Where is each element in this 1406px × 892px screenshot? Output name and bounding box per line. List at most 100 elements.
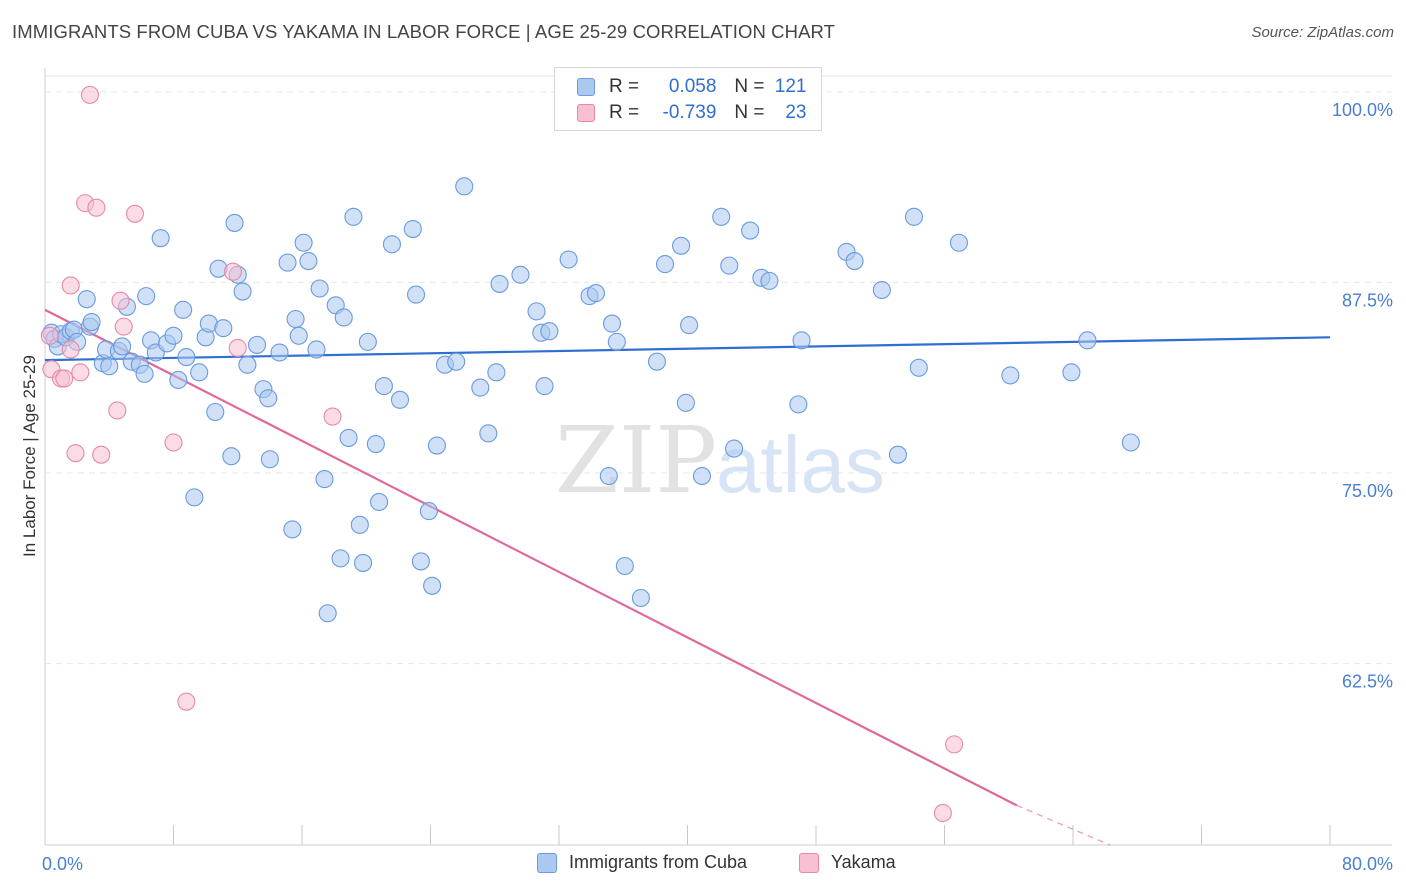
legend-n-value-cuba: 121 [774, 76, 807, 97]
yakama-point [323, 407, 342, 426]
cuba-point [1062, 363, 1081, 382]
cuba-point [259, 389, 278, 408]
y-tick-label: 87.5% [1342, 290, 1393, 310]
cuba-point [423, 576, 442, 595]
cuba-point [390, 390, 410, 409]
cuba-point [471, 378, 490, 397]
x-tick-label: 0.0% [42, 854, 83, 874]
cuba-point [382, 235, 402, 254]
cuba-point [888, 445, 907, 464]
cuba-point [310, 279, 329, 298]
cuba-point [607, 332, 626, 351]
watermark-atlas: atlas [716, 420, 885, 509]
yakama-point [223, 262, 242, 281]
yakama-point [164, 433, 183, 452]
correlation-legend: R = 0.058 N = 121 R = -0.739 N = 23 [554, 67, 822, 131]
cuba-point [1121, 433, 1140, 452]
cuba-point [559, 250, 578, 269]
cuba-point [185, 488, 204, 507]
cuba-point [599, 466, 618, 486]
legend-r-label: R = [609, 102, 640, 123]
yakama-point [55, 369, 74, 388]
cuba-point [82, 312, 101, 332]
legend-r-value-cuba: 0.058 [668, 76, 717, 97]
yakama-point [61, 340, 80, 359]
cuba-point [307, 340, 326, 359]
yakama-point [125, 204, 144, 223]
axis-ticks: 62.5% 75.0% 87.5% 100.0% 0.0% 80.0% [42, 100, 1393, 874]
cuba-point [479, 424, 498, 443]
cuba-point [135, 364, 154, 383]
cuba-point [374, 377, 393, 396]
y-axis-label: In Labor Force | Age 25-29 [20, 355, 39, 557]
cuba-point [789, 395, 808, 414]
cuba-point [350, 515, 369, 534]
y-tick-label: 62.5% [1342, 672, 1393, 692]
yakama-point [66, 444, 85, 463]
y-tick-label: 100.0% [1332, 100, 1393, 120]
series-name-yakama: Yakama [831, 852, 896, 872]
cuba-point [100, 357, 119, 376]
yakama-point [945, 735, 964, 754]
cuba-point [792, 331, 811, 350]
cuba-point [406, 285, 426, 304]
chart-title: IMMIGRANTS FROM CUBA VS YAKAMA IN LABOR … [12, 21, 836, 42]
cuba-point [77, 290, 96, 309]
legend-swatch-yakama [577, 104, 595, 122]
legend-swatch-cuba [577, 78, 595, 96]
cuba-point [647, 352, 667, 371]
cuba-point [318, 604, 337, 623]
cuba-point [113, 337, 132, 356]
cuba-point [278, 253, 297, 272]
yakama-point [92, 445, 111, 464]
cuba-point [260, 450, 279, 469]
series-legend: Immigrants from Cuba Yakama [0, 852, 1406, 878]
cuba-point [177, 348, 196, 367]
cuba-point [137, 287, 156, 306]
cuba-point [1001, 366, 1020, 385]
cuba-point [602, 314, 622, 333]
cuba-point [535, 377, 554, 396]
yakama-point [40, 326, 59, 345]
cuba-point [344, 207, 363, 226]
cuba-point [490, 274, 509, 293]
source-credit: Source: ZipAtlas.com [1251, 24, 1394, 41]
cuba-point [872, 280, 891, 300]
cuba-point [370, 492, 389, 512]
cuba-point [447, 352, 466, 371]
yakama-point [114, 317, 133, 336]
cuba-point [527, 302, 546, 321]
cuba-point [286, 309, 305, 329]
series-swatch-cuba [537, 852, 557, 873]
cuba-point [904, 207, 924, 226]
cuba-point [334, 308, 353, 327]
cuba-point [586, 284, 605, 303]
legend-r-value-yakama: -0.739 [662, 102, 717, 123]
cuba-point [339, 428, 358, 447]
cuba-point [238, 355, 257, 374]
yakama-point [108, 401, 127, 420]
yakama-point [111, 291, 130, 310]
cuba-point [511, 265, 530, 284]
cuba-point [315, 470, 334, 489]
cuba-point [225, 213, 244, 232]
cuba-point [760, 271, 779, 290]
cuba-point [331, 549, 350, 568]
data-points [40, 85, 1140, 823]
cuba-point [720, 256, 739, 275]
cuba-point [233, 282, 252, 301]
cuba-point [366, 434, 385, 454]
yakama-point [61, 276, 80, 295]
trend-lines [44, 308, 1331, 846]
yakama-point [71, 363, 90, 382]
cuba-point [169, 370, 188, 390]
cuba-point [151, 229, 170, 248]
cuba-point [949, 233, 969, 252]
cuba-point [247, 335, 267, 354]
cuba-trend-line [44, 336, 1331, 362]
y-tick-label: 75.0% [1342, 481, 1393, 501]
legend-row-cuba: R = 0.058 N = 121 [577, 74, 807, 100]
cuba-point [294, 233, 313, 252]
cuba-point [289, 326, 308, 345]
cuba-point [692, 466, 712, 486]
